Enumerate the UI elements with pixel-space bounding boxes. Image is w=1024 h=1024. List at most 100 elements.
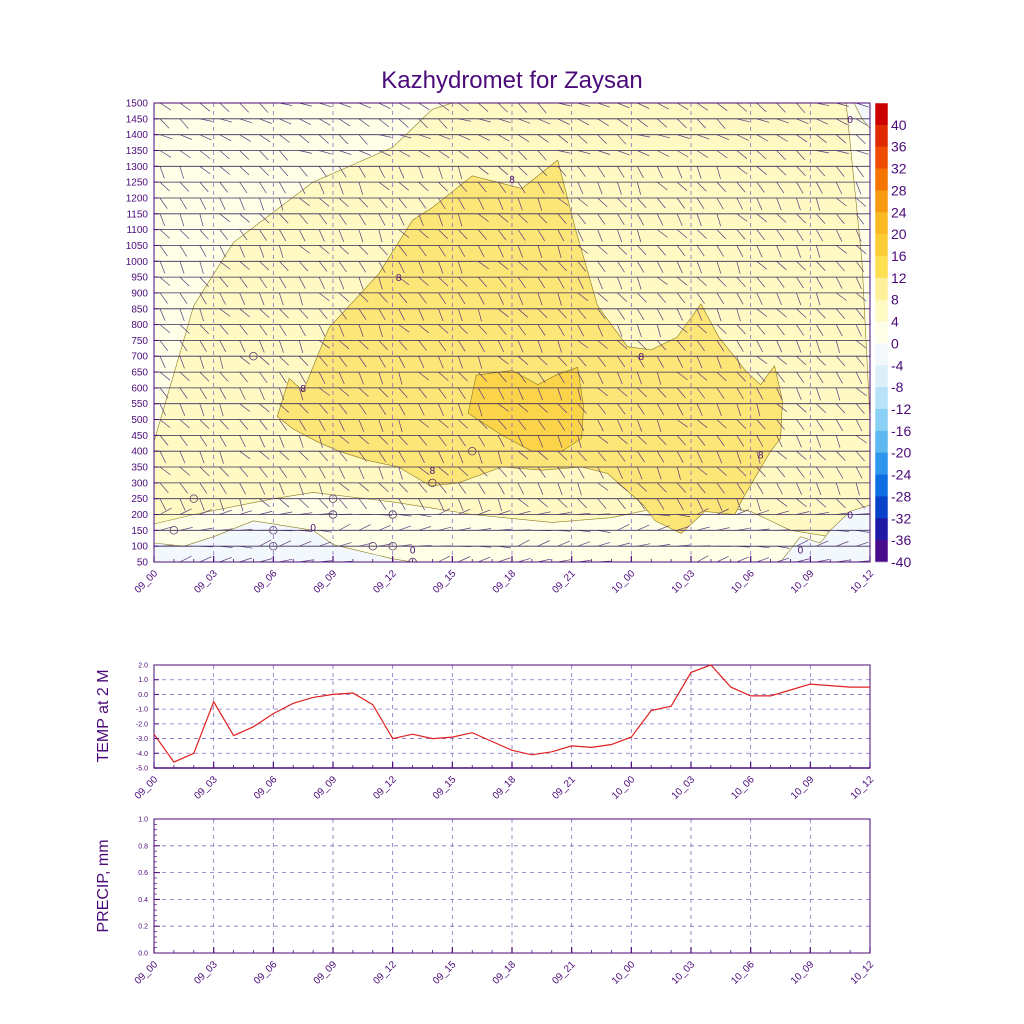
wind-barb — [219, 556, 232, 562]
wind-barb — [835, 213, 845, 225]
wind-barb — [617, 419, 623, 432]
cross-section-time-tick-label: 09_12 — [371, 568, 399, 596]
wind-barb — [318, 292, 330, 302]
precip-time-tick-label: 09_09 — [312, 959, 340, 987]
wind-barb — [756, 482, 764, 495]
wind-barb — [577, 450, 587, 461]
calm-wind-marker — [428, 478, 437, 488]
contour-label: 0 — [410, 545, 416, 556]
wind-barb — [378, 103, 391, 110]
wind-barb — [398, 134, 412, 139]
wind-barb — [239, 419, 249, 430]
wind-barb — [657, 150, 669, 157]
wind-barb — [835, 403, 846, 414]
wind-barb — [457, 308, 463, 322]
wind-barb — [676, 451, 684, 463]
wind-barb — [239, 245, 245, 258]
wind-barb — [577, 181, 584, 195]
wind-barb — [736, 356, 741, 369]
wind-barb — [736, 451, 742, 464]
wind-barb — [696, 308, 703, 321]
wind-barb — [239, 229, 248, 241]
colorbar-segment — [875, 299, 888, 322]
height-tick-label: 750 — [131, 336, 148, 347]
wind-barb — [696, 276, 707, 287]
wind-barb — [557, 276, 565, 289]
wind-barb — [696, 356, 703, 369]
wind-barbs — [154, 103, 870, 562]
wind-barb — [199, 118, 213, 122]
wind-barb — [517, 450, 529, 460]
wind-barb — [358, 166, 366, 178]
wind-barb — [537, 229, 545, 241]
wind-barb — [835, 387, 841, 401]
wind-barb — [179, 371, 190, 382]
wind-barb — [577, 197, 589, 207]
wind-barb — [716, 324, 727, 334]
wind-barb — [617, 466, 624, 480]
wind-barb — [776, 355, 787, 365]
wind-barb — [756, 340, 763, 353]
height-tick-label: 650 — [131, 368, 148, 379]
wind-barb — [796, 213, 806, 224]
wind-barb — [617, 403, 626, 415]
wind-barb — [239, 355, 251, 365]
colorbar-segment — [875, 146, 888, 169]
wind-barb — [438, 387, 447, 399]
wind-barb — [398, 229, 410, 238]
wind-barb — [597, 150, 611, 155]
wind-barb — [716, 276, 727, 287]
wind-barb — [418, 498, 426, 511]
wind-barb — [855, 150, 869, 155]
calm-wind-marker — [408, 557, 417, 562]
wind-barb — [537, 181, 545, 194]
precip-time-tick-label: 10_12 — [849, 959, 877, 987]
wind-barb — [696, 181, 707, 192]
wind-barb — [577, 498, 587, 509]
wind-barb — [816, 118, 829, 125]
wind-barb — [736, 292, 744, 305]
wind-barb — [855, 245, 867, 255]
wind-barb — [418, 134, 432, 140]
wind-barb — [537, 466, 546, 478]
wind-barb — [179, 181, 190, 192]
wind-barb — [477, 166, 489, 175]
wind-barb — [656, 308, 664, 321]
wind-barb — [835, 229, 843, 242]
wind-barb — [597, 419, 604, 432]
wind-barb — [577, 435, 582, 448]
wind-barb — [716, 118, 726, 130]
contour-label: 8 — [639, 352, 645, 363]
wind-barb — [557, 308, 567, 319]
wind-barb — [756, 557, 770, 562]
wind-barb — [816, 540, 829, 547]
wind-barb — [278, 482, 285, 496]
wind-barb — [796, 403, 807, 413]
wind-barb — [736, 371, 747, 382]
wind-barb — [179, 466, 191, 476]
wind-barb — [199, 276, 209, 287]
wind-barb — [318, 213, 328, 225]
wind-barb — [557, 482, 563, 496]
wind-barb — [577, 541, 591, 547]
wind-barb — [756, 324, 766, 335]
wind-barb — [358, 435, 369, 445]
wind-barb — [179, 245, 188, 257]
precip-time-tick-label: 10_03 — [670, 959, 698, 987]
wind-barb — [557, 419, 565, 431]
wind-barb — [776, 134, 788, 142]
wind-barb — [418, 229, 429, 239]
wind-barb — [776, 103, 786, 113]
wind-barb — [736, 419, 747, 429]
wind-barb — [418, 213, 424, 226]
temperature-grid — [154, 665, 870, 769]
wind-barb — [636, 213, 644, 226]
wind-barb — [259, 261, 270, 271]
temperature-time-tick-label: 09_12 — [371, 774, 399, 802]
wind-barb — [219, 340, 227, 353]
wind-barb — [577, 150, 591, 155]
colorbar-segment — [875, 474, 888, 497]
wind-barb — [259, 118, 272, 124]
wind-barb — [597, 466, 604, 479]
